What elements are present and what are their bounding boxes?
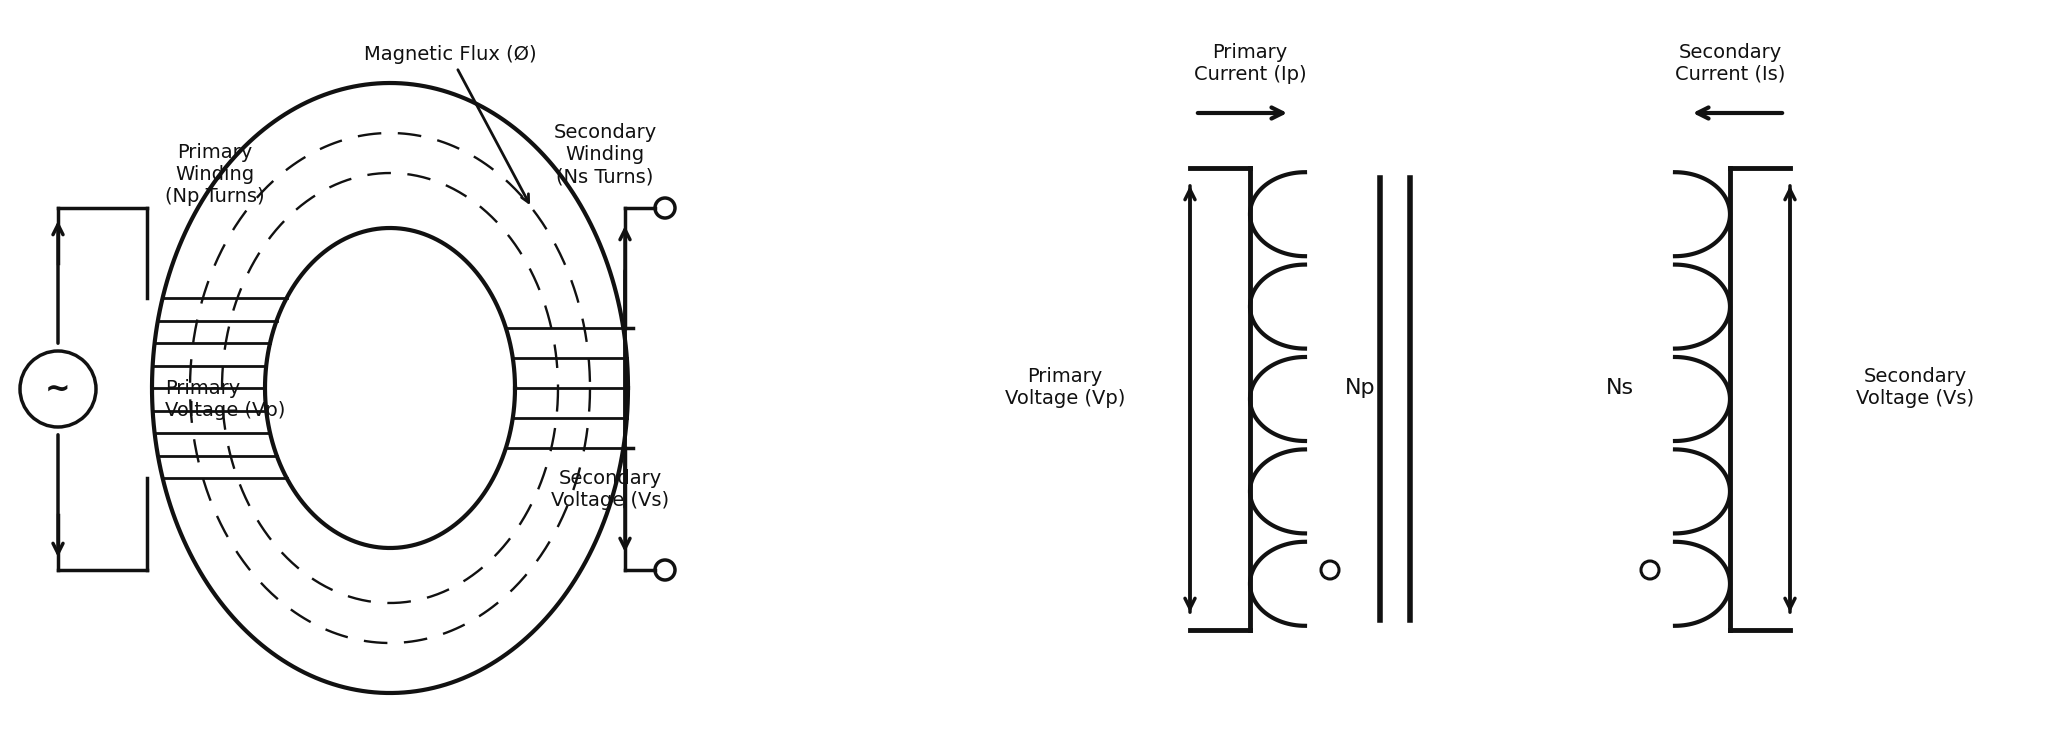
Text: ~: ~	[45, 374, 72, 404]
Text: Secondary
Voltage (Vs): Secondary Voltage (Vs)	[1855, 367, 1974, 408]
Text: Primary
Current (Ip): Primary Current (Ip)	[1194, 42, 1307, 83]
Text: Magnetic Flux (Ø): Magnetic Flux (Ø)	[365, 45, 537, 203]
Text: Secondary
Winding
(Ns Turns): Secondary Winding (Ns Turns)	[553, 123, 657, 187]
Text: Secondary
Voltage (Vs): Secondary Voltage (Vs)	[551, 469, 670, 510]
Text: Secondary
Current (Is): Secondary Current (Is)	[1675, 42, 1786, 83]
Text: Primary
Winding
(Np Turns): Primary Winding (Np Turns)	[166, 144, 264, 206]
Text: Ns: Ns	[1606, 378, 1634, 398]
Text: Primary
Voltage (Vp): Primary Voltage (Vp)	[1006, 367, 1124, 408]
Text: Primary
Voltage (Vp): Primary Voltage (Vp)	[166, 380, 285, 420]
Text: Np: Np	[1346, 378, 1376, 398]
